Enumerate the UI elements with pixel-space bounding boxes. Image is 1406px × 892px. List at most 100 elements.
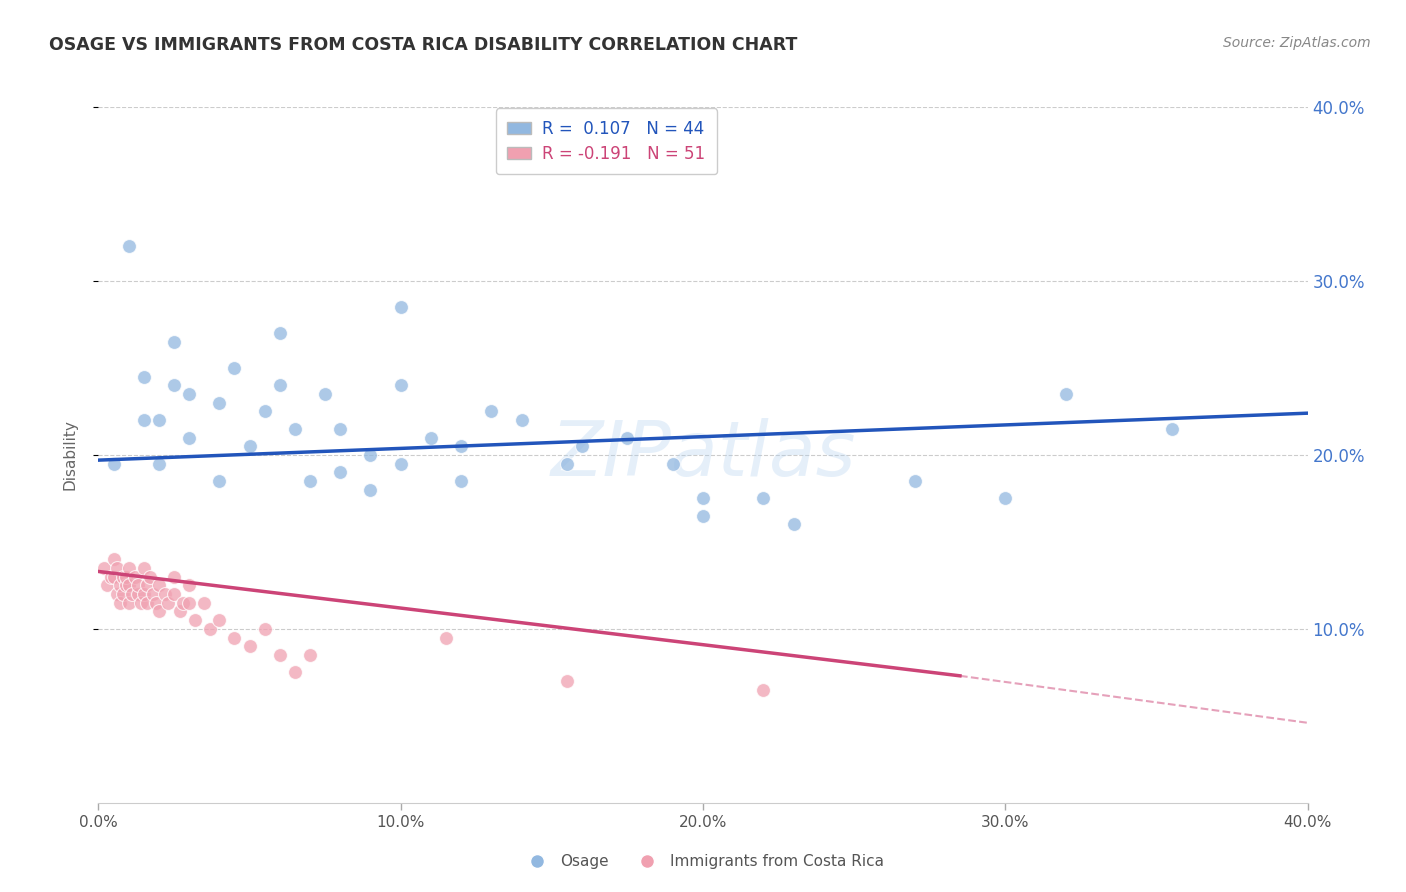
Point (163, 334, 186, 349)
Point (179, 387, 201, 401)
Point (224, 360, 246, 375)
Point (752, 491, 775, 506)
Point (108, 596, 131, 610)
Point (100, 570, 122, 584)
Point (103, 457, 125, 471)
Point (148, 605, 170, 619)
Point (93, 561, 115, 575)
Point (450, 474, 472, 488)
Point (132, 587, 155, 601)
Point (148, 578, 170, 592)
Point (389, 300, 412, 314)
Point (783, 517, 806, 532)
Point (253, 622, 276, 636)
Point (692, 508, 714, 523)
Point (253, 404, 276, 418)
Point (555, 457, 578, 471)
Text: Source: ZipAtlas.com: Source: ZipAtlas.com (1223, 36, 1371, 50)
Point (163, 570, 186, 584)
Point (184, 613, 207, 627)
Point (96, 578, 118, 592)
Point (111, 587, 134, 601)
Point (172, 596, 194, 610)
Point (299, 474, 322, 488)
Point (269, 378, 291, 392)
Point (163, 378, 186, 392)
Point (224, 631, 246, 645)
Point (103, 570, 125, 584)
Point (118, 578, 141, 592)
Point (148, 413, 170, 427)
Point (662, 457, 685, 471)
Point (434, 631, 457, 645)
Point (179, 578, 201, 592)
Point (139, 570, 162, 584)
Point (156, 596, 179, 610)
Point (118, 239, 141, 253)
Point (284, 422, 307, 436)
Point (571, 439, 593, 453)
Point (108, 578, 131, 592)
Point (148, 457, 170, 471)
Point (103, 552, 125, 566)
Point (450, 439, 472, 453)
Point (132, 413, 155, 427)
Point (239, 439, 262, 453)
Point (481, 404, 503, 418)
Point (616, 431, 638, 445)
Point (239, 639, 262, 653)
Point (169, 605, 191, 619)
Point (179, 596, 201, 610)
Point (360, 483, 382, 497)
Point (118, 596, 141, 610)
Point (135, 596, 157, 610)
Point (420, 431, 443, 445)
Text: ZIPatlas: ZIPatlas (550, 418, 856, 491)
Point (127, 578, 149, 592)
Point (193, 596, 215, 610)
Point (314, 387, 336, 401)
Point (208, 396, 231, 410)
Legend: Osage, Immigrants from Costa Rica: Osage, Immigrants from Costa Rica (516, 848, 890, 875)
Point (1160, 422, 1182, 436)
Point (118, 561, 141, 575)
Point (145, 596, 167, 610)
Point (200, 622, 222, 636)
Point (269, 326, 291, 340)
Point (208, 474, 231, 488)
Point (329, 466, 352, 480)
Point (129, 596, 152, 610)
Point (904, 474, 927, 488)
Point (114, 578, 136, 592)
Point (114, 570, 136, 584)
Point (142, 587, 165, 601)
Point (105, 587, 128, 601)
Y-axis label: Disability: Disability (63, 419, 77, 491)
Point (163, 587, 186, 601)
Point (510, 413, 533, 427)
Point (752, 682, 775, 697)
Point (124, 570, 146, 584)
Point (555, 674, 578, 689)
Point (135, 578, 157, 592)
Point (1054, 387, 1077, 401)
Point (105, 561, 128, 575)
Point (179, 431, 201, 445)
Point (111, 570, 134, 584)
Point (127, 587, 149, 601)
Point (329, 422, 352, 436)
Text: OSAGE VS IMMIGRANTS FROM COSTA RICA DISABILITY CORRELATION CHART: OSAGE VS IMMIGRANTS FROM COSTA RICA DISA… (49, 36, 797, 54)
Point (994, 491, 1017, 506)
Point (132, 561, 155, 575)
Point (153, 587, 176, 601)
Point (208, 613, 231, 627)
Point (132, 369, 155, 384)
Point (269, 648, 291, 662)
Point (121, 587, 143, 601)
Point (692, 491, 714, 506)
Point (389, 457, 412, 471)
Point (284, 665, 307, 680)
Point (389, 378, 412, 392)
Point (360, 448, 382, 462)
Point (299, 648, 322, 662)
